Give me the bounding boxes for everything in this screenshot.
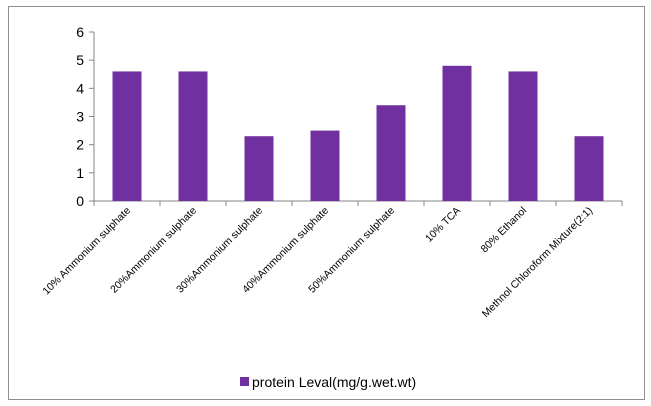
y-tick-label: 0	[76, 193, 84, 209]
bar	[442, 65, 472, 201]
category-label: Methnol Chloroform Mixture(2:1)	[480, 205, 595, 320]
bars	[112, 65, 604, 201]
legend: protein Leval(mg/g.wet.wt)	[240, 374, 416, 390]
category-label: 10% TCA	[423, 205, 463, 245]
bar	[112, 71, 142, 201]
y-tick-label: 4	[76, 80, 84, 96]
bar	[376, 105, 406, 201]
y-tick-label: 1	[76, 165, 84, 181]
bar	[310, 130, 340, 201]
y-tick-label: 5	[76, 52, 84, 68]
y-tick-label: 2	[76, 137, 84, 153]
legend-label: protein Leval(mg/g.wet.wt)	[252, 374, 416, 390]
bar	[244, 136, 274, 201]
bar	[574, 136, 604, 201]
y-tick-label: 3	[76, 109, 84, 125]
bar	[178, 71, 208, 201]
category-label: 80% Ethanol	[479, 205, 530, 256]
y-tick-labels: 0 1 2 3 4 5 6	[76, 24, 84, 209]
legend-swatch	[240, 377, 249, 386]
axes	[89, 31, 623, 206]
bar	[508, 71, 538, 201]
y-tick-label: 6	[76, 24, 84, 40]
